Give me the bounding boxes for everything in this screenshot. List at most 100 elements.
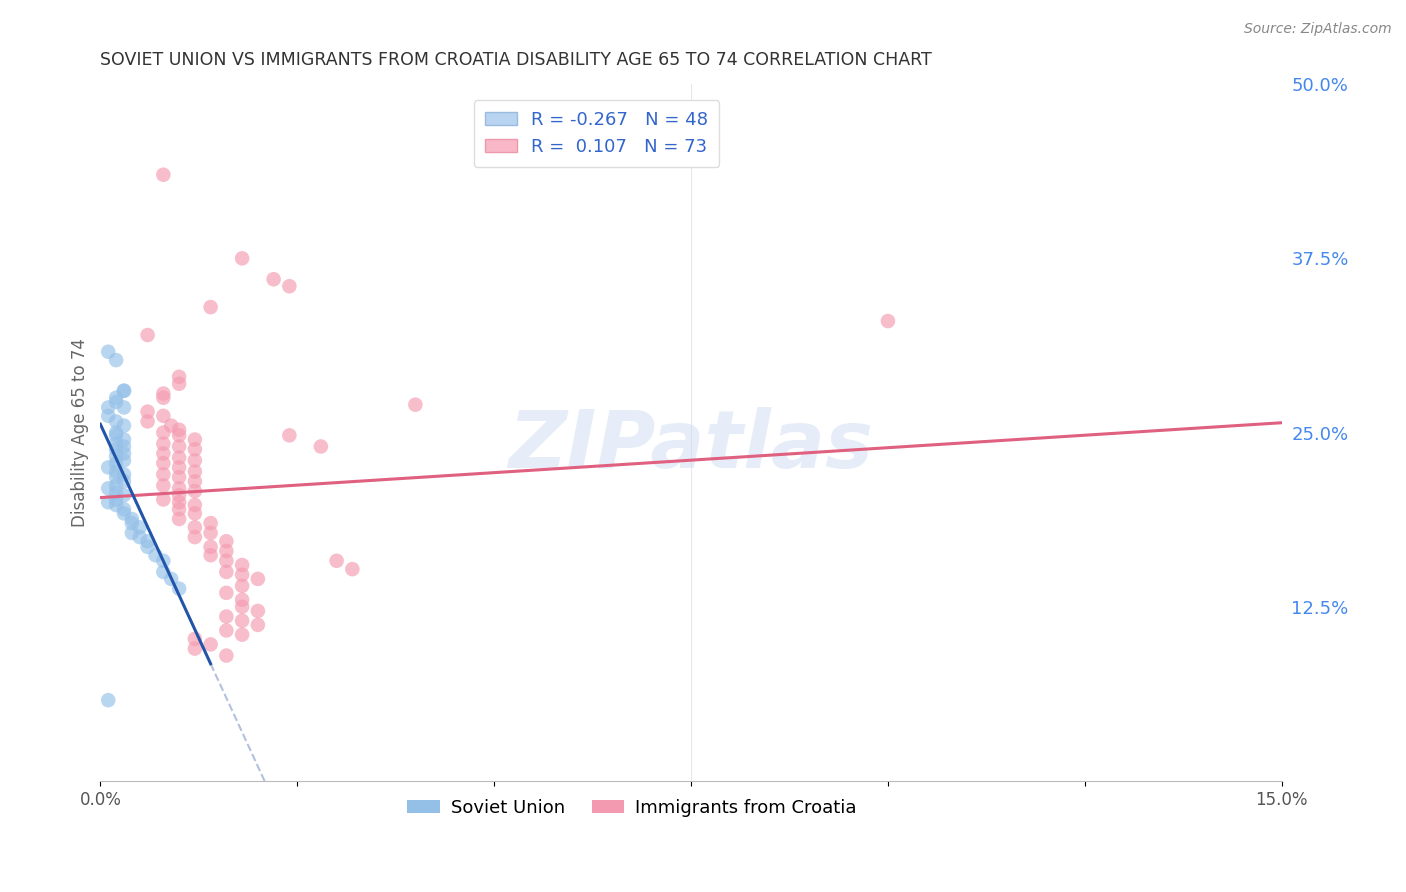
Point	[152, 409, 174, 423]
Point	[877, 314, 900, 328]
Point	[200, 300, 222, 314]
Point	[112, 453, 135, 467]
Point	[231, 627, 253, 641]
Point	[97, 481, 120, 495]
Point	[112, 475, 135, 489]
Point	[167, 470, 190, 484]
Point	[121, 516, 143, 530]
Point	[215, 648, 238, 663]
Point	[167, 376, 190, 391]
Point	[167, 481, 190, 495]
Point	[231, 614, 253, 628]
Point	[167, 502, 190, 516]
Point	[246, 604, 269, 618]
Point	[184, 520, 207, 534]
Point	[200, 637, 222, 651]
Point	[136, 414, 159, 428]
Text: ZIPatlas: ZIPatlas	[509, 408, 873, 485]
Point	[167, 450, 190, 465]
Point	[184, 530, 207, 544]
Point	[160, 572, 183, 586]
Point	[105, 391, 128, 405]
Point	[231, 599, 253, 614]
Point	[231, 567, 253, 582]
Text: Source: ZipAtlas.com: Source: ZipAtlas.com	[1244, 22, 1392, 37]
Point	[105, 353, 128, 368]
Point	[112, 433, 135, 447]
Point	[200, 548, 222, 562]
Point	[200, 540, 222, 554]
Point	[136, 328, 159, 343]
Point	[105, 414, 128, 428]
Point	[105, 395, 128, 409]
Point	[167, 423, 190, 437]
Point	[105, 425, 128, 440]
Point	[215, 609, 238, 624]
Point	[246, 572, 269, 586]
Point	[167, 512, 190, 526]
Point	[112, 502, 135, 516]
Point	[97, 401, 120, 415]
Point	[215, 554, 238, 568]
Point	[152, 554, 174, 568]
Point	[184, 442, 207, 457]
Point	[231, 592, 253, 607]
Point	[152, 565, 174, 579]
Point	[105, 492, 128, 507]
Point	[152, 456, 174, 470]
Point	[121, 512, 143, 526]
Point	[231, 558, 253, 572]
Point	[215, 565, 238, 579]
Point	[152, 168, 174, 182]
Point	[278, 279, 301, 293]
Point	[215, 534, 238, 549]
Point	[152, 492, 174, 507]
Legend: Soviet Union, Immigrants from Croatia: Soviet Union, Immigrants from Croatia	[401, 792, 863, 824]
Point	[105, 442, 128, 457]
Point	[342, 562, 364, 576]
Point	[112, 488, 135, 502]
Point	[105, 436, 128, 450]
Point	[105, 470, 128, 484]
Point	[97, 693, 120, 707]
Point	[105, 428, 128, 442]
Point	[184, 433, 207, 447]
Point	[167, 488, 190, 502]
Point	[309, 440, 332, 454]
Point	[112, 384, 135, 398]
Point	[231, 579, 253, 593]
Point	[184, 498, 207, 512]
Point	[167, 440, 190, 454]
Point	[325, 554, 347, 568]
Point	[145, 548, 167, 562]
Point	[97, 460, 120, 475]
Point	[112, 446, 135, 460]
Point	[112, 440, 135, 454]
Point	[184, 453, 207, 467]
Point	[167, 495, 190, 509]
Point	[184, 632, 207, 646]
Point	[112, 467, 135, 482]
Point	[215, 544, 238, 558]
Point	[152, 386, 174, 401]
Point	[167, 428, 190, 442]
Point	[136, 404, 159, 418]
Point	[112, 418, 135, 433]
Point	[152, 391, 174, 405]
Point	[167, 369, 190, 384]
Point	[97, 495, 120, 509]
Point	[152, 425, 174, 440]
Point	[105, 485, 128, 500]
Point	[152, 446, 174, 460]
Point	[112, 401, 135, 415]
Point	[184, 475, 207, 489]
Point	[200, 525, 222, 540]
Point	[105, 456, 128, 470]
Point	[246, 618, 269, 632]
Point	[105, 449, 128, 463]
Text: SOVIET UNION VS IMMIGRANTS FROM CROATIA DISABILITY AGE 65 TO 74 CORRELATION CHAR: SOVIET UNION VS IMMIGRANTS FROM CROATIA …	[100, 51, 932, 69]
Point	[105, 498, 128, 512]
Point	[112, 507, 135, 521]
Point	[278, 428, 301, 442]
Point	[200, 516, 222, 530]
